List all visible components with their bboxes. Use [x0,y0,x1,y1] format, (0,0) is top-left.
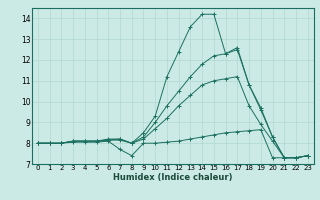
X-axis label: Humidex (Indice chaleur): Humidex (Indice chaleur) [113,173,233,182]
